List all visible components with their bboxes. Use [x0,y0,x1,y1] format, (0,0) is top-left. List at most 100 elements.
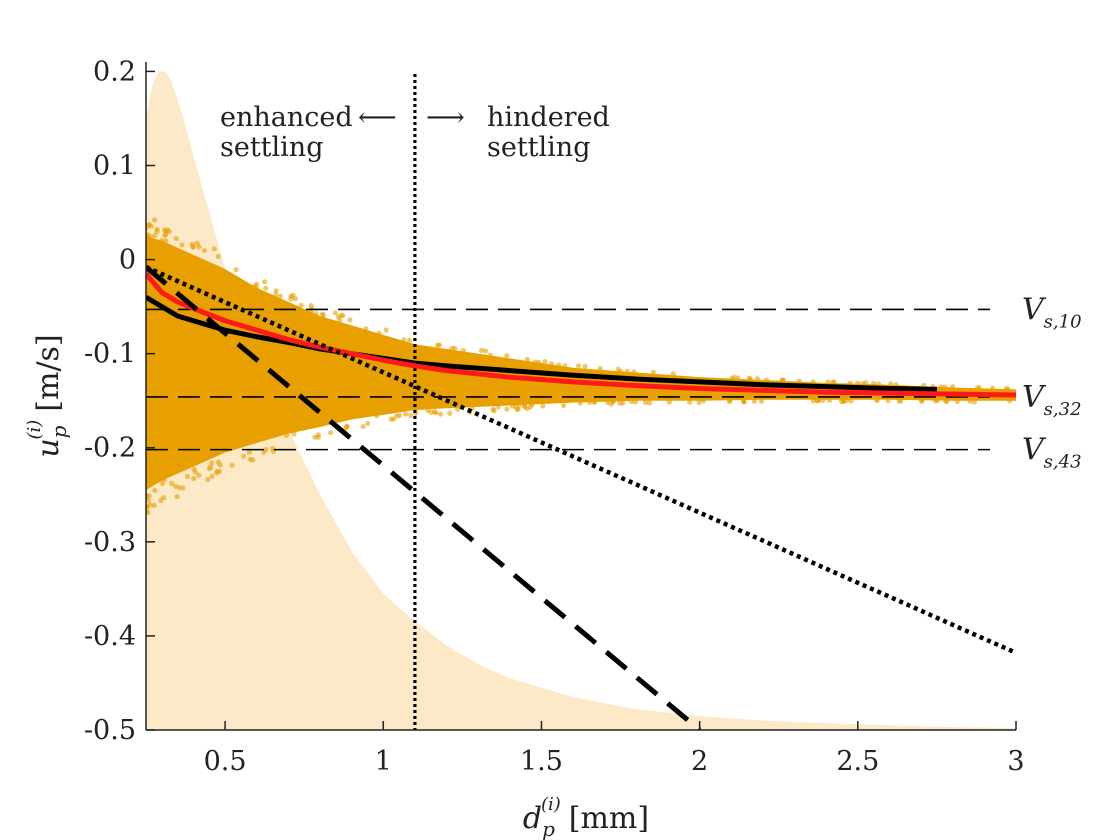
x-tick-label: 0.5 [204,746,247,777]
y-tick-label: -0.3 [84,527,136,558]
scatter-point [454,406,461,412]
scatter-point [556,362,562,368]
scatter-point [540,403,546,409]
reference-label-main: V [1022,292,1047,327]
scatter-point [263,285,269,291]
scatter-point [810,379,816,385]
scatter-point [383,327,389,333]
enhanced-settling-label: settling [220,132,323,163]
scatter-point [176,485,182,491]
scatter-point [313,310,319,316]
scatter-point [524,356,530,362]
scatter-point [647,400,653,406]
y-axis-label: up(i) [m/s] [24,334,71,457]
scatter-point [396,412,403,419]
scatter-point [495,404,501,410]
scatter-point [650,369,656,375]
size-distribution-area [146,71,1016,730]
enhanced-label: enhanced [220,102,353,133]
scatter-point [754,376,761,382]
scatter-point [270,445,276,452]
x-tick-label: 2 [691,746,708,777]
scatter-point [241,453,247,459]
scatter-point [315,434,321,440]
scatter-point [376,330,382,336]
scatter-point [246,449,252,455]
scatter-point [591,399,597,405]
reference-label-main: V [1022,433,1047,468]
scatter-point [319,311,325,317]
scatter-point [174,493,180,500]
scatter-point [192,469,198,475]
scatter-point [217,462,223,468]
x-tick-label: 3 [1007,746,1024,777]
series-line-3 [146,265,702,730]
scatter-point [205,476,211,483]
scatter-point [283,432,290,438]
y-axis-sub: p [47,425,71,438]
scatter-point [516,402,522,408]
scatter-point [919,398,925,404]
scatter-point [575,363,582,369]
scatter-point [763,377,770,383]
x-ticks: 0.5 1 1.5 2 2.5 3 [204,721,1025,777]
y-tick-label: -0.4 [84,621,136,652]
reference-label-3: Vs,43 [1022,433,1082,473]
scatter-point [871,380,877,386]
scatter-point [855,380,861,386]
scatter-point [560,403,567,409]
x-axis-sup: (i) [541,794,561,815]
scatter-point [211,246,217,252]
scatter-point [741,398,747,404]
scatter-point [179,242,185,248]
scatter-point [160,495,167,501]
scatter-point [460,347,466,354]
scatter-point [577,400,583,406]
scatter-point [816,397,822,403]
scatter-point [729,375,735,382]
scatter-point [976,384,982,391]
scatter-point [971,399,978,405]
reference-label-sub: s,43 [1044,452,1082,473]
scatter-point [196,244,202,250]
scatter-point [288,296,294,302]
scatter-point [425,407,431,414]
scatter-point [308,303,314,309]
scatter-point [624,368,630,375]
scatter-point [670,371,676,377]
plot-area [146,71,1016,730]
scatter-point [504,353,510,359]
scatter-point [876,381,882,387]
scatter-point [482,348,489,354]
scatter-point [610,398,616,405]
x-tick-label: 1.5 [520,746,563,777]
y-axis-unit: [m/s] [31,334,66,411]
x-axis-sub: p [542,817,555,840]
scatter-point [1006,398,1013,404]
scatter-point [207,464,214,470]
scatter-point [700,398,706,404]
scatter-point [840,398,847,404]
scatter-point [587,399,593,405]
scatter-point [562,363,568,369]
scatter-point [229,462,235,468]
scatter-point [146,509,151,515]
scatter-point [298,302,304,308]
right-arrow: ⟶ [426,102,465,133]
scatter-dots [146,217,1013,515]
scatter-point [696,399,702,406]
scatter-point [436,342,443,348]
scatter-point [504,406,510,412]
scatter-point [478,347,485,353]
scatter-point [437,411,444,417]
series-line-4 [146,265,1016,655]
scatter-point [215,253,221,260]
scatter-point [830,380,837,386]
scatter-point [548,361,555,367]
scatter-point [253,284,259,290]
scatter-point [162,232,168,238]
scatter-point [365,420,371,427]
scatter-point [403,411,409,417]
scatter-point [344,424,350,430]
